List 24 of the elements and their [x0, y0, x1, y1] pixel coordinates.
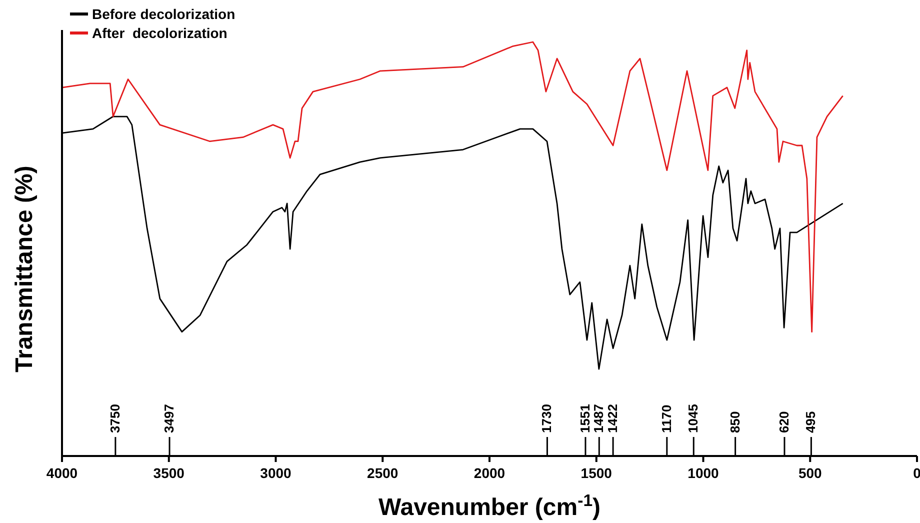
y-axis-title: Transmittance (%) [11, 166, 38, 372]
ref-line-label: 1487 [591, 404, 606, 433]
ref-line-label: 1045 [686, 404, 701, 433]
x-tick-label: 500 [798, 465, 822, 481]
legend-label: Before decolorization [92, 6, 236, 22]
x-tick-label: 2500 [367, 465, 398, 481]
ref-line-label: 3497 [162, 404, 177, 433]
ref-line-label: 3750 [107, 404, 122, 433]
ref-line-label: 1170 [658, 404, 674, 433]
ref-line-label: 1730 [539, 404, 554, 433]
x-tick-label: 1000 [688, 465, 720, 481]
ref-line-label: 1551 [577, 404, 592, 433]
x-axis-title: Wavenumber (cm$^{-1}$) [378, 490, 601, 521]
x-tick-label: 4000 [46, 465, 78, 481]
ref-line-label: 620 [776, 411, 792, 433]
x-tick-label: 0 [913, 465, 920, 481]
legend-label: After decolorization [92, 25, 228, 41]
x-tick-label: 1500 [580, 465, 612, 481]
ref-line-label: 1422 [605, 404, 620, 433]
x-tick-label: 3500 [153, 465, 185, 481]
ref-line-label: 495 [803, 411, 818, 433]
x-tick-label: 2000 [474, 465, 506, 481]
ref-line-label: 850 [727, 411, 742, 433]
x-tick-label: 3000 [260, 465, 292, 481]
